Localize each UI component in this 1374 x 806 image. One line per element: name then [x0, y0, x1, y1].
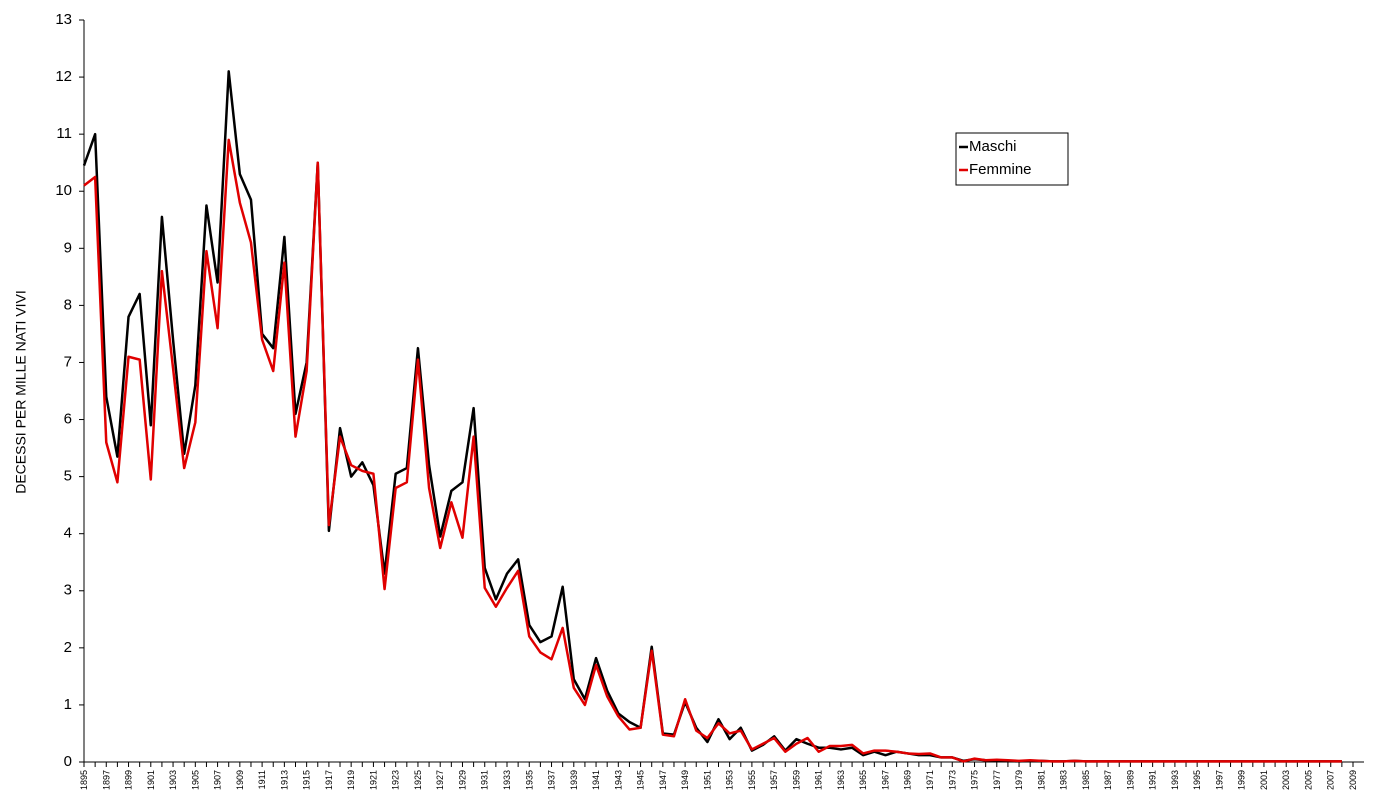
x-tick-label: 1913 [279, 770, 289, 790]
x-tick-label: 1993 [1170, 770, 1180, 790]
x-tick-label: 1901 [146, 770, 156, 790]
x-tick-label: 1939 [569, 770, 579, 790]
x-tick-label: 1909 [235, 770, 245, 790]
y-tick-label: 8 [64, 296, 72, 313]
x-tick-label: 2005 [1303, 770, 1313, 790]
x-tick-label: 1969 [903, 770, 913, 790]
x-tick-label: 1955 [747, 770, 757, 790]
x-tick-label: 1937 [547, 770, 557, 790]
x-tick-label: 1945 [636, 770, 646, 790]
y-tick-label: 10 [55, 182, 72, 199]
x-tick-label: 1983 [1059, 770, 1069, 790]
x-tick-label: 1925 [413, 770, 423, 790]
x-tick-label: 1967 [880, 770, 890, 790]
x-tick-label: 1947 [658, 770, 668, 790]
x-tick-label: 1935 [524, 770, 534, 790]
x-tick-label: 2001 [1259, 770, 1269, 790]
x-tick-label: 1997 [1214, 770, 1224, 790]
legend-box [955, 132, 1069, 186]
x-tick-label: 1943 [613, 770, 623, 790]
x-tick-label: 1991 [1148, 770, 1158, 790]
x-tick-label: 1897 [101, 770, 111, 790]
y-tick-label: 3 [64, 582, 72, 599]
y-tick-label: 0 [64, 753, 72, 770]
x-tick-label: 1929 [457, 770, 467, 790]
x-tick-label: 1951 [702, 770, 712, 790]
x-tick-label: 1923 [391, 770, 401, 790]
y-tick-label: 12 [55, 68, 72, 85]
x-tick-label: 2007 [1326, 770, 1336, 790]
y-tick-label: 13 [55, 11, 72, 28]
x-tick-label: 1905 [190, 770, 200, 790]
x-tick-label: 1931 [480, 770, 490, 790]
y-tick-label: 4 [64, 525, 72, 542]
x-tick-label: 1973 [947, 770, 957, 790]
x-tick-label: 1985 [1081, 770, 1091, 790]
x-tick-label: 1921 [368, 770, 378, 790]
x-tick-label: 1933 [502, 770, 512, 790]
x-tick-label: 1977 [992, 770, 1002, 790]
x-tick-label: 1957 [769, 770, 779, 790]
x-tick-label: 1895 [79, 770, 89, 790]
x-tick-label: 1999 [1237, 770, 1247, 790]
series-line [83, 138, 1342, 763]
x-tick-label: 1987 [1103, 770, 1113, 790]
x-tick-label: 1903 [168, 770, 178, 790]
x-tick-label: 1965 [858, 770, 868, 790]
y-tick-label: 7 [64, 353, 72, 370]
x-tick-label: 1971 [925, 770, 935, 790]
legend-label: Femmine [969, 161, 1032, 178]
y-tick-label: 1 [64, 696, 72, 713]
y-tick-label: 9 [64, 239, 72, 256]
y-tick-label: 11 [56, 125, 72, 142]
x-tick-label: 1911 [257, 770, 267, 789]
x-tick-label: 1949 [680, 770, 690, 790]
x-tick-label: 1953 [725, 770, 735, 790]
x-tick-label: 2009 [1348, 770, 1358, 790]
y-tick-label: 6 [64, 411, 72, 428]
y-axis-label: DECESSI PER MILLE NATI VIVI [13, 290, 29, 494]
x-tick-label: 1899 [124, 770, 134, 790]
x-tick-label: 1919 [346, 770, 356, 790]
y-tick-label: 5 [64, 468, 72, 485]
x-tick-label: 1961 [814, 770, 824, 790]
x-tick-label: 1981 [1036, 770, 1046, 790]
x-tick-label: 1989 [1125, 770, 1135, 790]
x-tick-label: 1963 [836, 770, 846, 790]
x-tick-label: 1941 [591, 770, 601, 790]
x-tick-label: 1927 [435, 770, 445, 790]
series-line [82, 70, 1342, 763]
x-tick-label: 1975 [970, 770, 980, 790]
x-tick-label: 1917 [324, 770, 334, 790]
x-tick-label: 1979 [1014, 770, 1024, 790]
legend-label: Maschi [969, 138, 1017, 155]
x-tick-label: 1907 [213, 770, 223, 790]
x-tick-label: 2003 [1281, 770, 1291, 790]
x-tick-label: 1959 [791, 770, 801, 790]
y-tick-label: 2 [64, 639, 72, 656]
x-tick-label: 1995 [1192, 770, 1202, 790]
x-tick-label: 1915 [302, 770, 312, 790]
